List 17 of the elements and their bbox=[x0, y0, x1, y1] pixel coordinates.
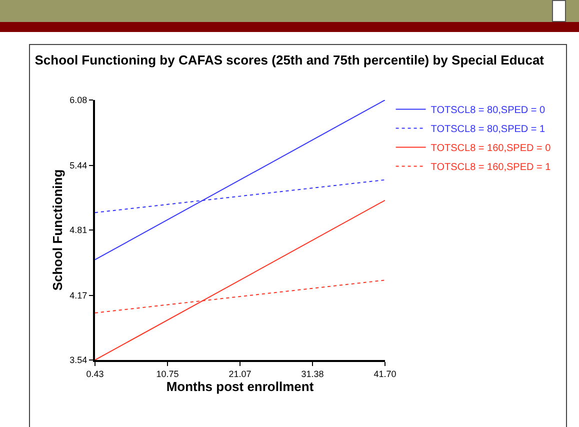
y-axis-title: School Functioning bbox=[50, 169, 66, 291]
legend-label: TOTSCL8 = 160,SPED = 0 bbox=[430, 143, 552, 154]
y-tick-label: 4.81 bbox=[70, 225, 88, 236]
x-tick-label: 0.43 bbox=[86, 368, 104, 379]
y-tick-label: 4.17 bbox=[70, 290, 88, 301]
x-tick-label: 21.07 bbox=[228, 368, 252, 379]
legend-label: TOTSCL8 = 80,SPED = 0 bbox=[430, 105, 546, 116]
x-tick-label: 41.70 bbox=[374, 368, 396, 379]
y-tick-label: 5.44 bbox=[70, 160, 88, 171]
chart-title: School Functioning by CAFAS scores (25th and 75th percentile) by Special Educat bbox=[34, 52, 545, 68]
y-tick-label: 6.08 bbox=[70, 95, 88, 106]
x-tick-label: 10.75 bbox=[156, 368, 179, 379]
legend-label: TOTSCL8 = 160,SPED = 1 bbox=[430, 162, 552, 174]
x-tick-label: 31.38 bbox=[301, 368, 324, 379]
x-axis-title: Months post enrollment bbox=[166, 378, 314, 394]
y-tick-label: 3.54 bbox=[70, 355, 88, 366]
legend-label: TOTSCL8 = 80,SPED = 1 bbox=[430, 124, 546, 136]
